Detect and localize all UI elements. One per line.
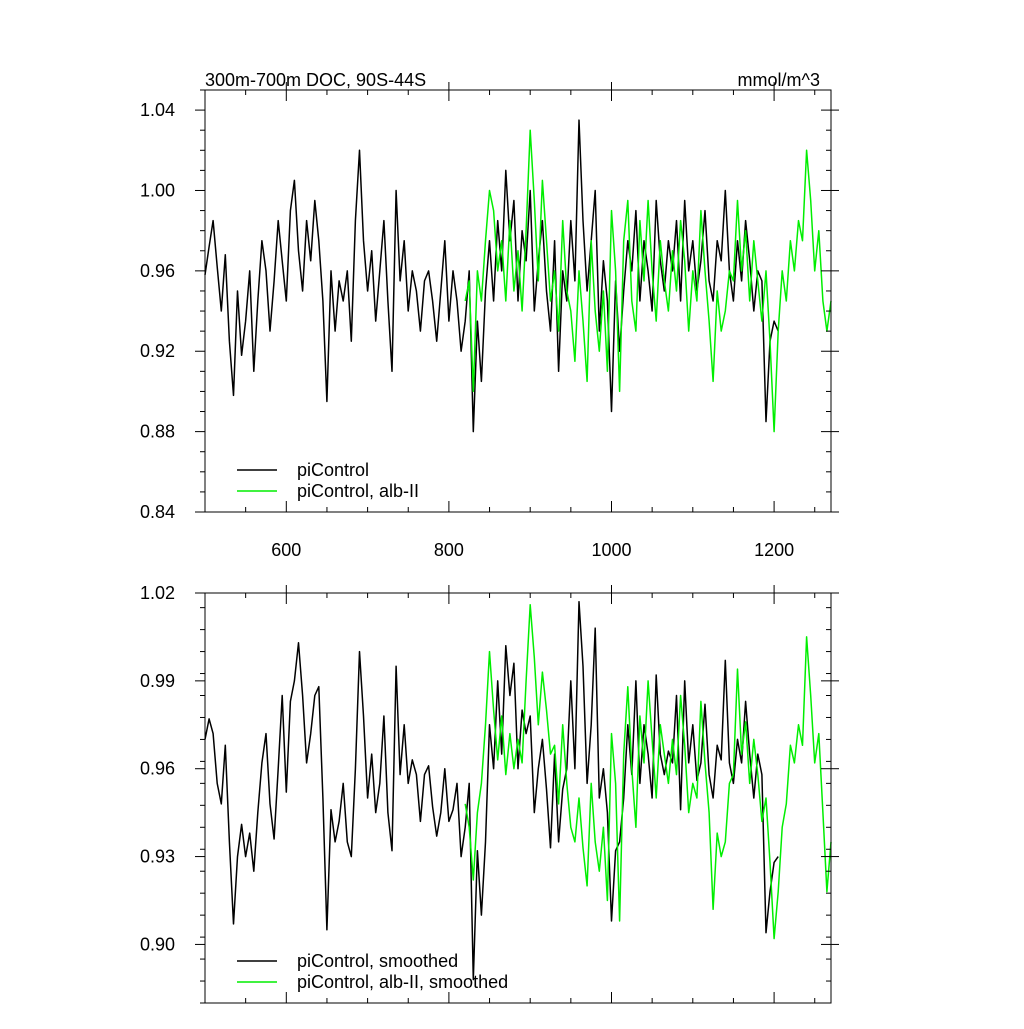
bottom-series-0 (204, 601, 779, 981)
top-ytick-label-5: 1.04 (140, 100, 175, 120)
bottom-ticks-layer: 0.90 0.93 0.96 0.99 1.02 (140, 583, 839, 1004)
bottom-plot-frame (204, 592, 832, 1004)
legend-label-picontrol-smoothed: piControl, smoothed (297, 951, 458, 971)
legend-label-picontrol: piControl (297, 460, 369, 480)
top-xtick-label-2: 1000 (591, 540, 631, 560)
top-plot-frame (204, 89, 832, 513)
top-series-0 (204, 119, 779, 433)
top-panel-units: mmol/m^3 (738, 70, 820, 90)
legend-label-picontrol-alb-ii: piControl, alb-II (297, 481, 419, 501)
bottom-ytick-label-0: 0.90 (140, 934, 175, 954)
bottom-ytick-label-4: 1.02 (140, 583, 175, 603)
top-panel-title: 300m-700m DOC, 90S-44S (205, 70, 426, 90)
top-panel: 300m-700m DOC, 90S-44S mmol/m^3 600 800 10… (140, 70, 839, 560)
top-xtick-label-1: 800 (434, 540, 464, 560)
top-ticks-layer: 600 800 1000 1200 0.84 0.88 0.92 0.96 1.00 1.04 (140, 82, 839, 560)
top-ytick-label-0: 0.84 (140, 502, 175, 522)
bottom-series-layer (204, 601, 832, 981)
top-ytick-label-4: 1.00 (140, 180, 175, 200)
top-xtick-label-3: 1200 (754, 540, 794, 560)
top-ytick-label-3: 0.96 (140, 261, 175, 281)
bottom-ytick-label-2: 0.96 (140, 759, 175, 779)
top-series-layer (204, 119, 832, 433)
bottom-panel: 0.90 0.93 0.96 0.99 1.02 piControl, smoothed… (140, 583, 839, 1004)
bottom-series-1 (464, 603, 832, 940)
top-series-1 (464, 129, 832, 433)
legend-label-picontrol-alb-ii-smoothed: piControl, alb-II, smoothed (297, 972, 508, 992)
top-ytick-label-2: 0.92 (140, 341, 175, 361)
bottom-legend: piControl, smoothed piControl, alb-II, s… (237, 951, 508, 992)
bottom-ytick-label-1: 0.93 (140, 847, 175, 867)
bottom-ytick-label-3: 0.99 (140, 671, 175, 691)
top-xtick-label-0: 600 (271, 540, 301, 560)
top-legend: piControl piControl, alb-II (237, 460, 419, 501)
top-ytick-label-1: 0.88 (140, 422, 175, 442)
